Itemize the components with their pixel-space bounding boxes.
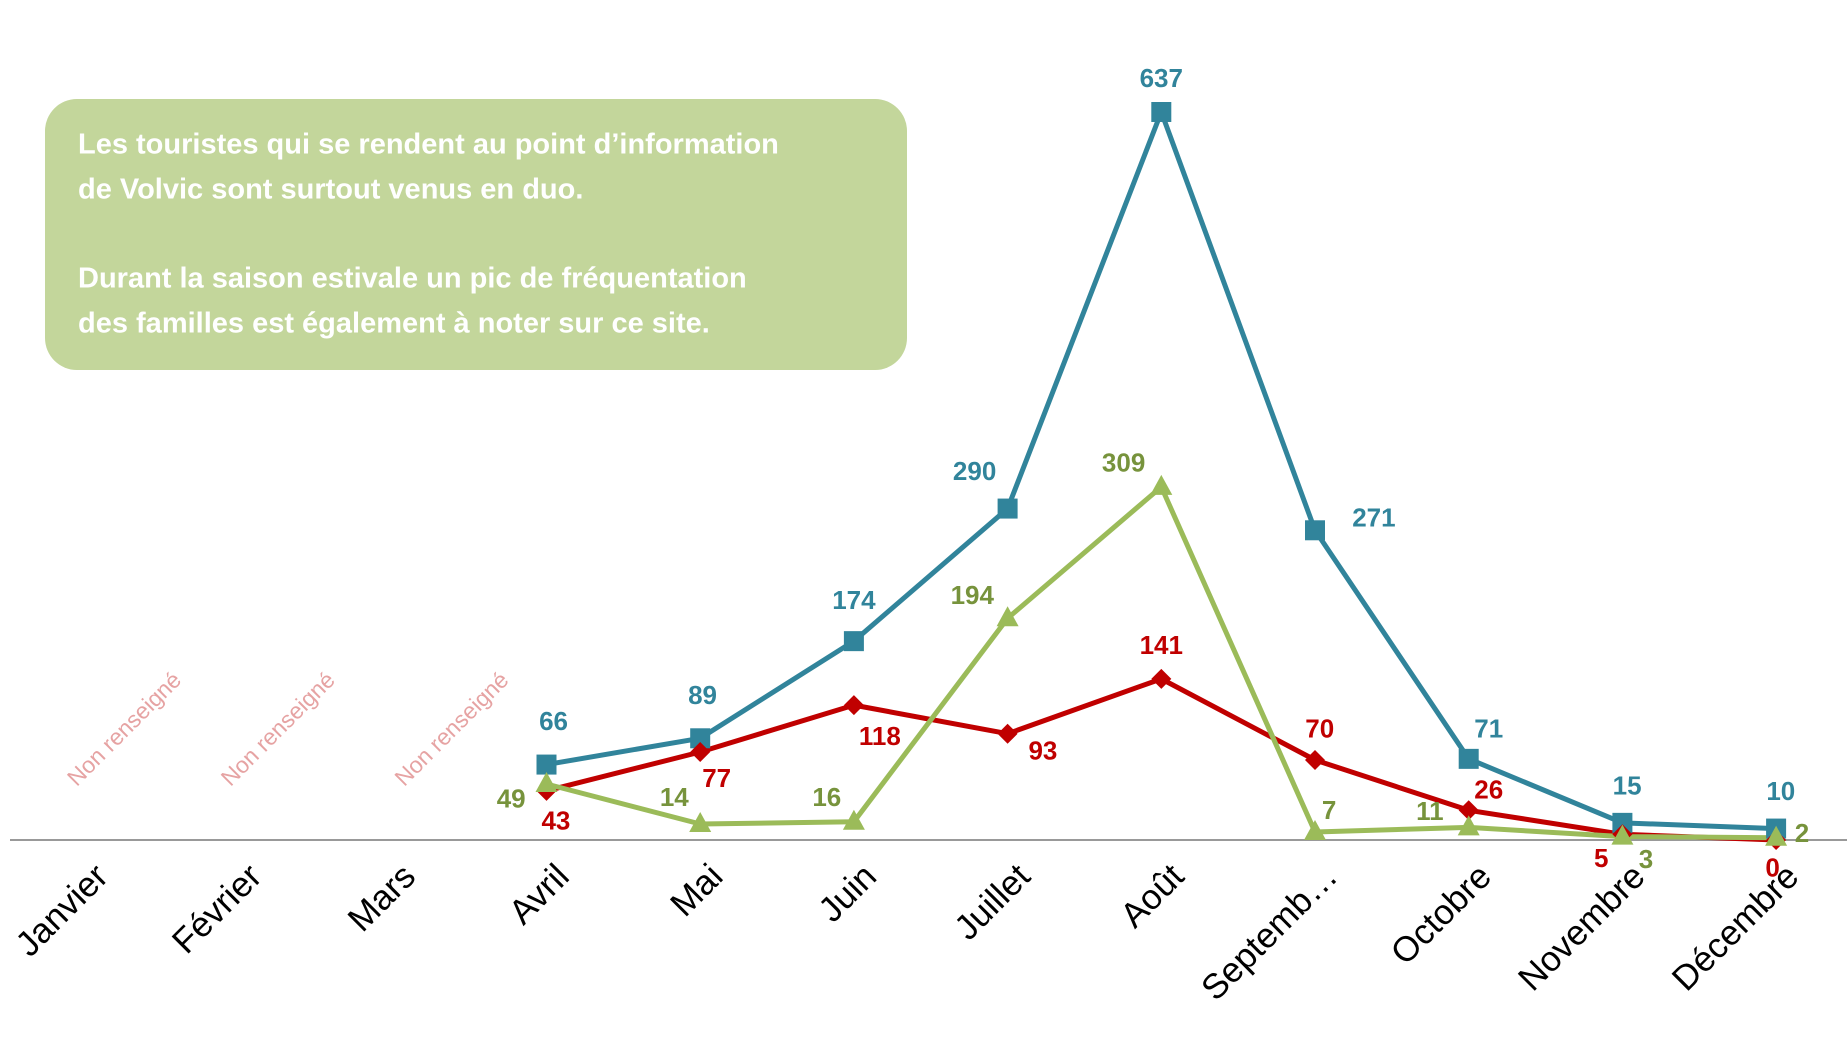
marker	[1304, 820, 1326, 840]
marker	[1151, 668, 1172, 689]
marker	[690, 742, 711, 762]
text-box-line: de Volvic sont surtout venus en duo.	[78, 174, 583, 206]
marker	[1458, 748, 1479, 769]
marker	[1611, 824, 1634, 845]
data-label: 3	[1639, 844, 1653, 874]
x-tick-label: Mars	[340, 857, 423, 940]
data-label: 309	[1102, 447, 1145, 477]
x-tick-label: Juillet	[947, 856, 1038, 947]
marker	[996, 606, 1019, 627]
x-tick-label: Octobre	[1383, 857, 1499, 973]
data-label: 141	[1140, 630, 1183, 660]
data-label: 49	[497, 783, 526, 813]
annotation: Non renseigné	[62, 667, 186, 791]
data-label: 15	[1613, 770, 1642, 800]
text-box	[45, 99, 907, 370]
x-tick-label: Avril	[501, 857, 576, 932]
data-label: 2	[1795, 818, 1809, 848]
text-box-line: Durant la saison estivale un pic de fréq…	[78, 263, 747, 295]
data-label: 0	[1765, 852, 1779, 882]
x-tick-label: Novembre	[1511, 857, 1653, 999]
data-label: 14	[660, 782, 689, 812]
x-tick-label: Juin	[811, 857, 884, 930]
marker	[690, 728, 711, 749]
data-label: 194	[951, 580, 995, 610]
data-label: 77	[702, 763, 731, 793]
data-label: 43	[541, 806, 570, 836]
marker	[843, 631, 864, 652]
series-line	[545, 676, 1777, 843]
x-tick-label: Septemb…	[1194, 857, 1345, 1008]
annotation: Non renseigné	[216, 667, 340, 791]
marker	[843, 695, 864, 716]
marker	[536, 754, 557, 775]
marker	[1457, 815, 1480, 836]
marker	[997, 723, 1018, 744]
marker	[689, 812, 712, 832]
data-label: 7	[1322, 795, 1336, 825]
marker	[1458, 800, 1479, 821]
x-tick-label: Août	[1113, 856, 1192, 935]
data-label: 290	[953, 456, 996, 486]
marker	[997, 498, 1018, 519]
marker	[842, 809, 865, 830]
data-label: 93	[1028, 735, 1057, 765]
marker	[1150, 474, 1173, 495]
x-tick-label: Décembre	[1665, 857, 1807, 999]
text-box-line: des familles est également à noter sur c…	[78, 308, 710, 340]
data-label: 70	[1305, 713, 1334, 743]
data-label: 10	[1766, 776, 1795, 806]
data-label: 71	[1474, 713, 1503, 743]
data-label: 637	[1140, 63, 1183, 93]
annotation: Non renseigné	[389, 667, 513, 791]
marker	[1305, 520, 1325, 541]
data-label: 89	[688, 680, 717, 710]
data-label: 118	[859, 721, 901, 751]
x-tick-label: Janvier	[8, 856, 116, 964]
data-label: 5	[1594, 843, 1608, 873]
data-label: 174	[832, 585, 876, 615]
marker	[1612, 812, 1633, 833]
marker	[1765, 825, 1788, 846]
data-label: 11	[1416, 796, 1444, 826]
data-label: 26	[1474, 774, 1503, 804]
data-label: 16	[812, 782, 841, 812]
x-tick-label: Février	[165, 856, 270, 961]
marker	[1151, 102, 1172, 122]
data-label: 271	[1352, 503, 1395, 533]
marker	[535, 772, 558, 792]
data-label: 66	[539, 706, 568, 736]
marker	[1305, 750, 1325, 770]
text-box-line: Les touristes qui se rendent au point d’…	[78, 129, 779, 161]
x-tick-label: Mai	[663, 857, 730, 924]
